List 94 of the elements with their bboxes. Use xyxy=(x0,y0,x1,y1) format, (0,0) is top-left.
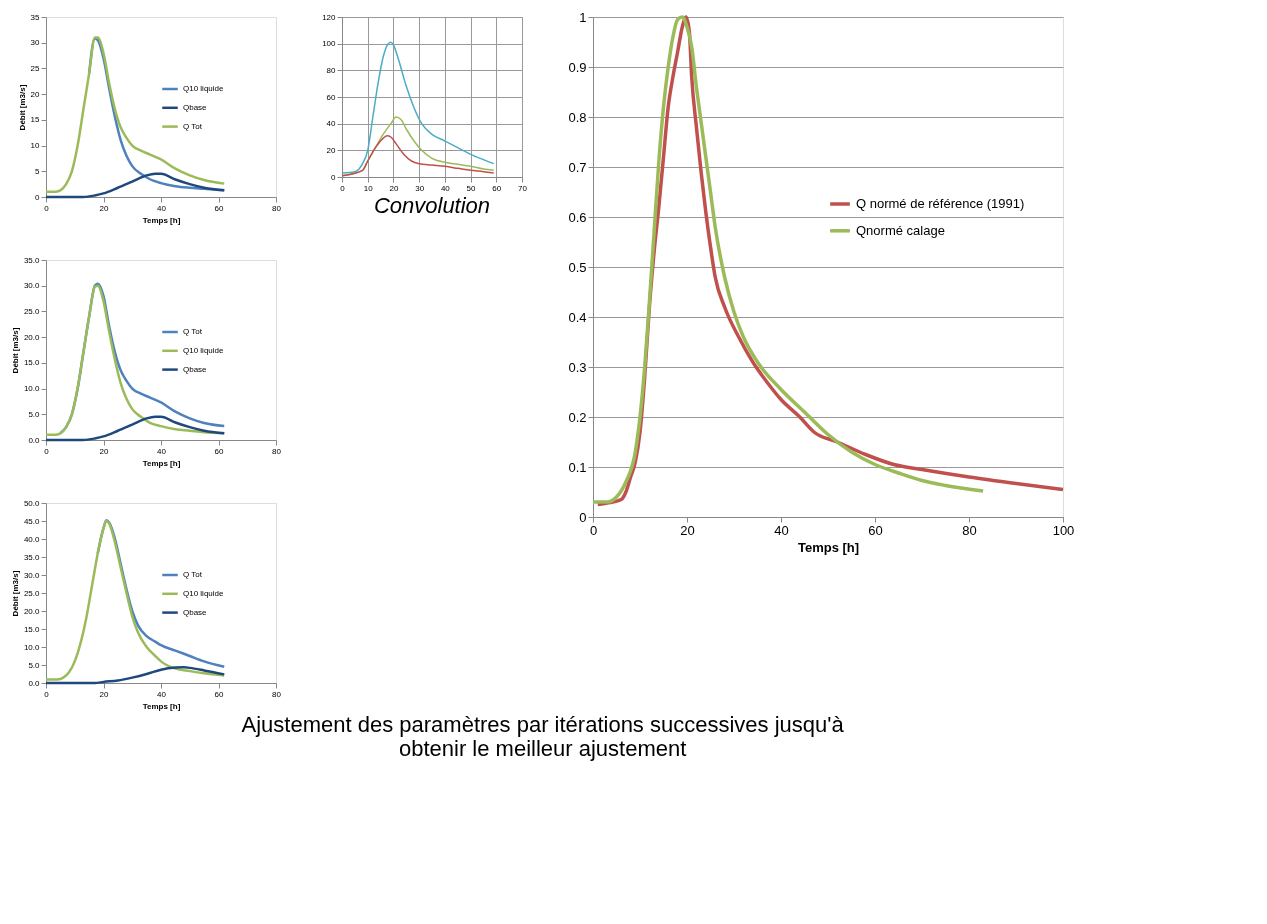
text: Convolution xyxy=(373,193,491,218)
x-tick-label: 0 xyxy=(44,203,50,213)
legend-label: Q Tot xyxy=(183,121,203,131)
x-tick-label: 40 xyxy=(157,689,167,699)
x-axis-title: Temps [h] xyxy=(142,701,181,711)
x-tick-label: 20 xyxy=(680,522,695,538)
y-tick-label: 0 xyxy=(579,509,587,525)
y-tick-label: 100 xyxy=(322,39,337,49)
y-tick-label: 0.9 xyxy=(568,59,587,75)
y-tick-label: 40.0 xyxy=(23,534,41,544)
y-tick-label: 0 xyxy=(35,192,41,202)
y-tick-label: 35.0 xyxy=(23,552,41,562)
y-axis-title: Débit [m3/s] xyxy=(10,327,20,374)
y-tick-label: 10.0 xyxy=(23,642,41,652)
legend-label: Qbase xyxy=(183,102,208,112)
legend-label: Qbase xyxy=(183,364,208,374)
y-tick-label: 5 xyxy=(35,166,41,176)
x-tick-label: 80 xyxy=(272,446,282,456)
x-axis-title: Temps [h] xyxy=(142,215,181,225)
y-tick-label: 0.2 xyxy=(568,409,587,425)
legend-label: Q10 liquide xyxy=(183,345,225,355)
legend-label: Q Tot xyxy=(183,327,203,336)
y-tick-label: 0.4 xyxy=(568,309,587,325)
y-tick-label: 50.0 xyxy=(23,498,41,508)
x-tick-label: 40 xyxy=(157,446,167,456)
x-tick-label: 10 xyxy=(363,183,374,193)
y-tick-label: 20.0 xyxy=(23,606,41,616)
x-tick-label: 60 xyxy=(214,446,224,456)
x-tick-label: 20 xyxy=(99,689,109,699)
x-tick-label: 80 xyxy=(272,203,282,213)
y-tick-label: 25 xyxy=(30,63,41,73)
y-tick-label: 15.0 xyxy=(23,624,41,634)
y-tick-label: 0.0 xyxy=(28,435,41,445)
y-tick-label: 45.0 xyxy=(23,516,41,526)
x-tick-label: 80 xyxy=(272,689,282,699)
x-axis-title: Temps [h] xyxy=(797,539,860,555)
y-tick-label: 20 xyxy=(326,145,337,155)
legend-label: Q10 liquide xyxy=(183,588,225,598)
x-tick-label: 0 xyxy=(340,183,346,193)
y-axis-title: Débit [m3/s] xyxy=(17,84,27,131)
legend-label: Qbase xyxy=(183,607,208,617)
y-tick-label: 30 xyxy=(30,38,41,48)
y-tick-label: 0.0 xyxy=(28,678,41,688)
y-tick-label: 80 xyxy=(326,65,337,75)
y-tick-label: 60 xyxy=(326,92,337,102)
y-axis-title: Débit [m3/s] xyxy=(10,570,20,617)
text: Ajustement des paramètres par itérations successives jusqu'à obtenir le meilleur ajustement xyxy=(241,711,845,761)
y-tick-label: 15 xyxy=(30,115,41,125)
y-tick-label: 10 xyxy=(30,141,41,151)
y-tick-label: 25.0 xyxy=(23,306,41,316)
y-tick-label: 0.3 xyxy=(568,359,587,375)
y-tick-label: 0.6 xyxy=(568,209,587,225)
x-tick-label: 60 xyxy=(492,183,502,193)
x-tick-label: 0 xyxy=(589,522,598,538)
y-tick-label: 5.0 xyxy=(28,660,41,670)
x-tick-label: 60 xyxy=(214,203,224,213)
y-tick-label: 0.8 xyxy=(568,109,587,125)
y-tick-label: 5.0 xyxy=(28,409,41,419)
x-tick-label: 40 xyxy=(774,522,789,538)
x-axis-title: Temps [h] xyxy=(142,458,181,468)
x-tick-label: 20 xyxy=(99,203,109,213)
x-tick-label: 70 xyxy=(518,183,528,193)
y-tick-label: 0 xyxy=(331,172,337,182)
y-tick-label: 120 xyxy=(322,12,337,22)
x-tick-label: 60 xyxy=(214,689,224,699)
y-tick-label: 20 xyxy=(30,89,41,99)
y-tick-label: 40 xyxy=(326,119,337,129)
y-tick-label: 30.0 xyxy=(23,570,41,580)
x-tick-label: 80 xyxy=(962,522,977,538)
x-tick-label: 30 xyxy=(415,183,425,193)
y-tick-label: 25.0 xyxy=(23,588,41,598)
y-tick-label: 0.7 xyxy=(568,159,587,175)
x-tick-label: 40 xyxy=(440,183,451,193)
legend-label: Qnormé calage xyxy=(856,222,945,238)
y-tick-label: 35.0 xyxy=(23,255,41,265)
y-tick-label: 10.0 xyxy=(23,384,41,394)
x-tick-label: 0 xyxy=(44,689,50,699)
x-tick-label: 100 xyxy=(1052,522,1075,538)
legend-label: Q normé de référence (1991) xyxy=(856,196,1025,211)
x-tick-label: 40 xyxy=(157,203,167,213)
legend-label: Q Tot xyxy=(183,570,203,579)
y-tick-label: 30.0 xyxy=(23,281,41,291)
y-tick-label: 0.5 xyxy=(568,259,587,275)
y-tick-label: 15.0 xyxy=(23,358,41,368)
x-tick-label: 0 xyxy=(44,446,50,456)
legend-label: Q10 liquide xyxy=(183,84,225,93)
x-tick-label: 20 xyxy=(99,446,109,456)
y-tick-label: 1 xyxy=(579,9,587,25)
y-tick-label: 0.1 xyxy=(568,459,587,475)
y-tick-label: 20.0 xyxy=(23,332,41,342)
x-tick-label: 60 xyxy=(868,522,883,538)
x-tick-label: 50 xyxy=(466,183,477,193)
x-tick-label: 20 xyxy=(389,183,399,193)
y-tick-label: 35 xyxy=(30,12,41,22)
